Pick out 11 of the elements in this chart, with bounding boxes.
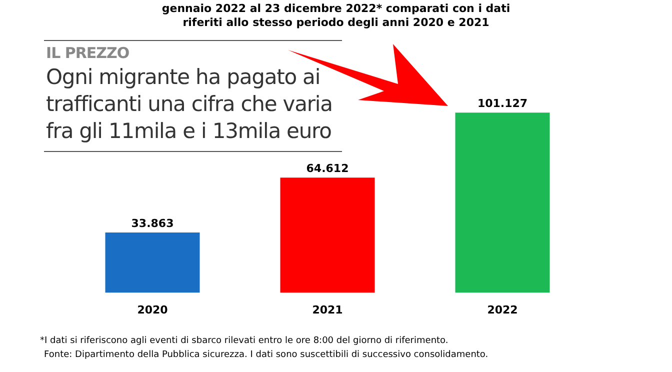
chart-title: gennaio 2022 al 23 dicembre 2022* comparati con i dati riferiti allo stesso periodo degli anni 2020 e 2021 — [160, 2, 512, 30]
annotation: Ogni migrante ha pagato ai trafficanti una cifra che varia fra gli 11mila e i 13mila euro — [46, 64, 334, 145]
data-label: 33.863 — [131, 216, 174, 230]
text: IL PREZZO — [46, 44, 130, 62]
data-label: 64.612 — [306, 162, 349, 176]
text: *I dati si riferiscono agli eventi di sbarco rilevati entro le ore 8:00 del giorno di riferimento. — [40, 336, 448, 346]
source-note: Fonte: Dipartimento della Pubblica sicurezza. I dati sono suscettibili di successivo consolidamento. — [44, 350, 488, 360]
x-tick-label: 2021 — [312, 303, 343, 316]
data-label: 101.127 — [477, 96, 528, 110]
x-tick-label: 2022 — [487, 303, 518, 316]
x-tick-label: 2020 — [137, 303, 168, 316]
